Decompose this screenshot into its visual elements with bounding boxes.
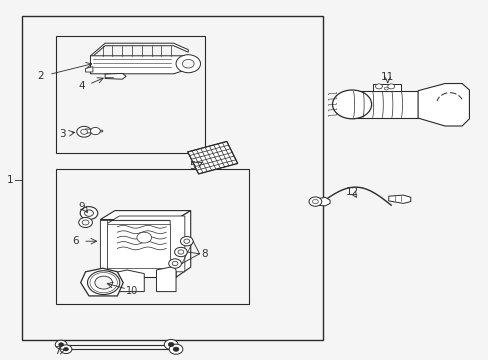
Circle shape	[168, 259, 181, 268]
Text: 12: 12	[345, 186, 358, 197]
Circle shape	[90, 127, 100, 135]
Text: 9: 9	[78, 202, 85, 212]
Polygon shape	[187, 141, 237, 174]
Polygon shape	[85, 129, 102, 133]
Circle shape	[137, 232, 151, 243]
Circle shape	[82, 220, 89, 225]
Polygon shape	[372, 84, 400, 91]
Circle shape	[63, 347, 68, 351]
Polygon shape	[110, 270, 144, 292]
Polygon shape	[90, 43, 188, 58]
Circle shape	[95, 276, 112, 289]
Circle shape	[178, 250, 183, 254]
Text: 1: 1	[6, 175, 13, 185]
Circle shape	[384, 87, 387, 90]
Circle shape	[173, 347, 179, 351]
Circle shape	[174, 247, 187, 257]
Circle shape	[176, 55, 200, 73]
Polygon shape	[90, 56, 188, 74]
Circle shape	[81, 129, 87, 134]
Polygon shape	[106, 224, 170, 268]
Circle shape	[77, 126, 91, 137]
Circle shape	[308, 197, 321, 206]
Circle shape	[55, 340, 67, 349]
Circle shape	[80, 207, 98, 220]
Circle shape	[172, 261, 178, 266]
Bar	[56, 169, 249, 304]
Circle shape	[387, 84, 394, 89]
Circle shape	[84, 210, 93, 216]
Text: 2: 2	[37, 71, 44, 81]
Circle shape	[312, 199, 318, 204]
Polygon shape	[156, 266, 176, 292]
Circle shape	[168, 342, 174, 347]
Polygon shape	[417, 84, 468, 126]
Polygon shape	[351, 91, 417, 118]
Polygon shape	[106, 216, 184, 272]
Circle shape	[375, 84, 382, 89]
Polygon shape	[176, 211, 190, 277]
Circle shape	[87, 271, 120, 294]
Text: 5: 5	[188, 161, 195, 171]
Text: 10: 10	[126, 285, 138, 296]
Polygon shape	[100, 220, 106, 277]
Polygon shape	[100, 211, 190, 220]
Circle shape	[183, 239, 189, 243]
Circle shape	[332, 90, 371, 119]
Text: 7: 7	[54, 346, 61, 356]
Polygon shape	[105, 73, 126, 79]
Text: 11: 11	[380, 72, 394, 82]
Text: 6: 6	[72, 236, 79, 246]
Polygon shape	[388, 195, 410, 203]
Circle shape	[164, 339, 178, 350]
Text: 8: 8	[201, 249, 207, 259]
Polygon shape	[317, 197, 329, 206]
Circle shape	[60, 345, 72, 354]
Polygon shape	[100, 220, 176, 277]
Circle shape	[169, 344, 183, 354]
Circle shape	[79, 217, 92, 228]
Text: 4: 4	[79, 81, 85, 91]
Bar	[56, 36, 205, 153]
Polygon shape	[85, 67, 93, 72]
Text: 3: 3	[59, 129, 66, 139]
Polygon shape	[81, 268, 123, 296]
Circle shape	[59, 343, 63, 346]
Circle shape	[182, 59, 194, 68]
Bar	[22, 16, 322, 340]
Circle shape	[180, 237, 193, 246]
